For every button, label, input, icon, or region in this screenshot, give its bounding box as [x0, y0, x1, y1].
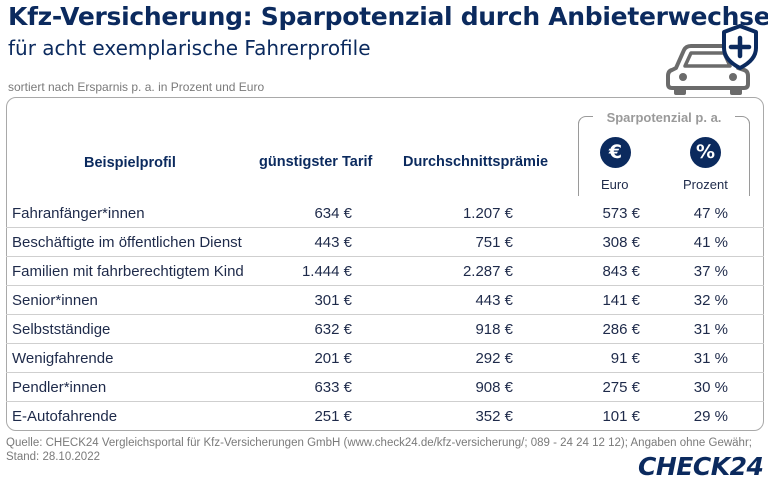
table-row: Selbstständige 632 € 918 € 286 € 31 %: [6, 315, 764, 344]
header-average: Durchschnittsprämie: [403, 154, 549, 170]
table-row: Pendler*innen 633 € 908 € 275 € 30 %: [6, 373, 764, 402]
euro-icon: €: [600, 137, 631, 168]
cell-average: 751 €: [475, 234, 513, 251]
check24-logo: CHECK24: [638, 452, 764, 481]
table-row: Senior*innen 301 € 443 € 141 € 32 %: [6, 286, 764, 315]
header-savings: Sparpotenzial p. a.: [596, 110, 732, 125]
sort-caption: sortiert nach Ersparnis p. a. in Prozent…: [8, 80, 265, 94]
cell-savings-euro: 843 €: [602, 263, 640, 280]
cell-savings-euro: 286 €: [602, 321, 640, 338]
table-row: Beschäftigte im öffentlichen Dienst 443 …: [6, 228, 764, 257]
source-line-1: Quelle: CHECK24 Vergleichsportal für Kfz…: [6, 437, 752, 449]
cell-savings-percent: 31 %: [693, 350, 728, 367]
source-note: Quelle: CHECK24 Vergleichsportal für Kfz…: [6, 436, 752, 464]
header-profile: Beispielprofil: [84, 155, 176, 171]
cell-cheapest: 251 €: [314, 408, 352, 425]
cell-savings-euro: 91 €: [610, 350, 640, 367]
cell-savings-percent: 31 %: [693, 321, 728, 338]
page-title: Kfz-Versicherung: Sparpotenzial durch An…: [8, 2, 768, 31]
cell-profile: E-Autofahrende: [12, 408, 118, 425]
table-row: Familien mit fahrberechtigtem Kind 1.444…: [6, 257, 764, 286]
cell-cheapest: 301 €: [314, 292, 352, 309]
cell-cheapest: 632 €: [314, 321, 352, 338]
cell-profile: Familien mit fahrberechtigtem Kind: [12, 263, 244, 280]
header-euro: Euro: [601, 177, 629, 192]
cell-cheapest: 633 €: [314, 379, 352, 396]
percent-icon: %: [690, 137, 721, 168]
header-percent: Prozent: [683, 177, 728, 192]
cell-profile: Beschäftigte im öffentlichen Dienst: [12, 234, 242, 251]
table-row: E-Autofahrende 251 € 352 € 101 € 29 %: [6, 402, 764, 431]
table-row: Wenigfahrende 201 € 292 € 91 € 31 %: [6, 344, 764, 373]
header-cheapest: günstigster Tarif: [259, 154, 373, 170]
cell-profile: Senior*innen: [12, 292, 98, 309]
cell-average: 2.287 €: [462, 263, 513, 280]
cell-savings-percent: 30 %: [693, 379, 728, 396]
cell-savings-euro: 275 €: [602, 379, 640, 396]
cell-average: 292 €: [475, 350, 513, 367]
table-row: Fahranfänger*innen 634 € 1.207 € 573 € 4…: [6, 199, 764, 228]
source-line-2: Stand: 28.10.2022: [6, 451, 100, 463]
cell-cheapest: 634 €: [314, 205, 352, 222]
table-panel: [6, 97, 764, 431]
cell-profile: Wenigfahrende: [12, 350, 114, 367]
cell-savings-percent: 41 %: [693, 234, 728, 251]
cell-savings-euro: 308 €: [602, 234, 640, 251]
cell-savings-euro: 101 €: [602, 408, 640, 425]
page-subtitle: für acht exemplarische Fahrerprofile: [8, 36, 371, 60]
cell-average: 1.207 €: [462, 205, 513, 222]
cell-savings-percent: 32 %: [693, 292, 728, 309]
cell-savings-percent: 37 %: [693, 263, 728, 280]
cell-profile: Fahranfänger*innen: [12, 205, 145, 222]
cell-savings-euro: 573 €: [602, 205, 640, 222]
cell-cheapest: 1.444 €: [301, 263, 352, 280]
savings-bracket: [578, 116, 750, 196]
cell-profile: Pendler*innen: [12, 379, 107, 396]
cell-savings-percent: 29 %: [693, 408, 728, 425]
cell-average: 908 €: [475, 379, 513, 396]
cell-average: 918 €: [475, 321, 513, 338]
cell-savings-euro: 141 €: [602, 292, 640, 309]
cell-savings-percent: 47 %: [693, 205, 728, 222]
car-shield-plus-icon: [666, 24, 758, 95]
cell-cheapest: 201 €: [314, 350, 352, 367]
cell-cheapest: 443 €: [314, 234, 352, 251]
cell-profile: Selbstständige: [12, 321, 111, 338]
cell-average: 352 €: [475, 408, 513, 425]
cell-average: 443 €: [475, 292, 513, 309]
